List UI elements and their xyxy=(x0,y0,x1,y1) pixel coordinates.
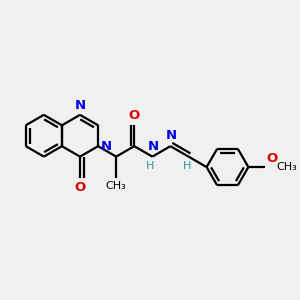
Text: N: N xyxy=(148,140,159,153)
Text: N: N xyxy=(166,129,177,142)
Text: H: H xyxy=(146,161,154,171)
Text: N: N xyxy=(74,99,86,112)
Text: O: O xyxy=(129,109,140,122)
Text: O: O xyxy=(74,181,86,194)
Text: CH₃: CH₃ xyxy=(277,162,297,172)
Text: O: O xyxy=(266,152,278,165)
Text: N: N xyxy=(101,140,112,153)
Text: CH₃: CH₃ xyxy=(106,181,127,190)
Text: H: H xyxy=(183,161,192,171)
